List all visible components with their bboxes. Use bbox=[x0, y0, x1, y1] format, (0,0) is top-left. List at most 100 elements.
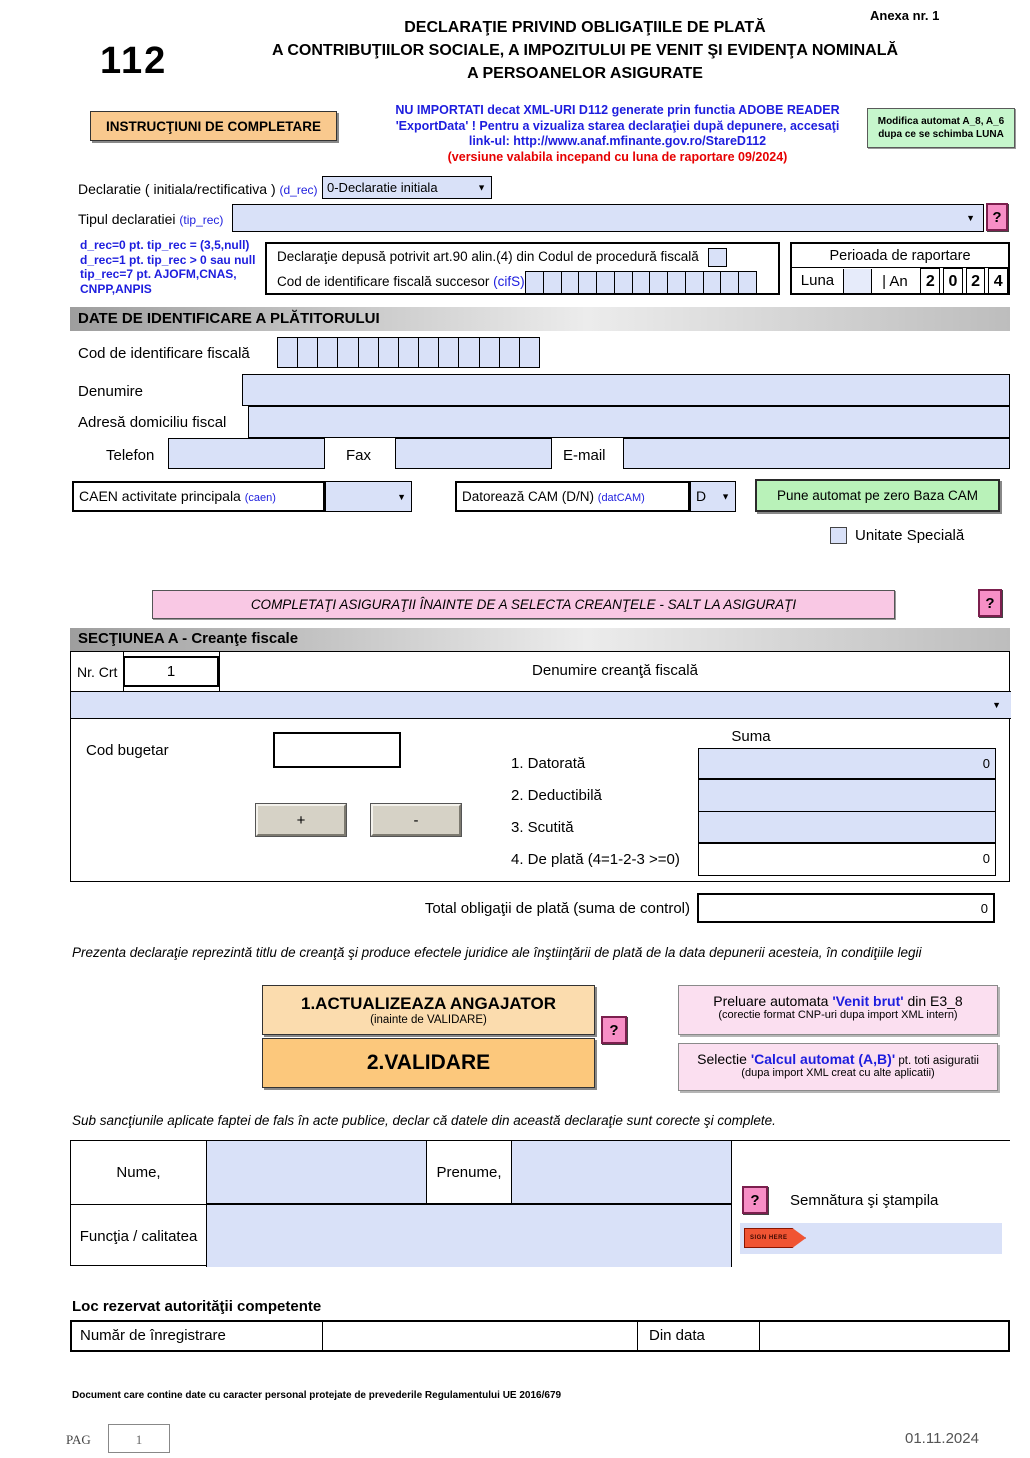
luna-input[interactable] bbox=[843, 269, 873, 293]
selectie-post: pt. toti asiguratii bbox=[895, 1055, 979, 1067]
import-notice-link: link-ul: http://www.anaf.mfinante.gov.ro… bbox=[468, 134, 767, 148]
update-employer-button[interactable]: 1.ACTUALIZEAZA ANGAJATOR (inainte de VAL… bbox=[262, 985, 595, 1035]
suma-scutita-field[interactable] bbox=[698, 812, 996, 844]
fax-field[interactable] bbox=[395, 438, 552, 469]
cif-cells[interactable] bbox=[277, 337, 541, 368]
d-rec-code: (d_rec) bbox=[279, 183, 318, 197]
row1-label: 1. Datorată bbox=[511, 755, 586, 772]
preluare-box[interactable]: Preluare automata 'Venit brut' din E3_8 … bbox=[678, 985, 998, 1035]
preluare-line1: Preluare automata 'Venit brut' din E3_8 bbox=[679, 993, 997, 1009]
tip-rec-dropdown[interactable]: ▼ bbox=[232, 204, 984, 232]
nr-crt-value[interactable]: 1 bbox=[123, 656, 219, 687]
d-rec-notes: d_rec=0 pt. tip_rec = (3,5,null) d_rec=1… bbox=[80, 238, 255, 296]
cifs-code: (cifS) bbox=[493, 274, 525, 289]
page-number-box[interactable]: 1 bbox=[108, 1424, 170, 1453]
total-label: Total obligaţii de plată (suma de contro… bbox=[424, 900, 690, 917]
signature-field[interactable]: SIGN HERE bbox=[740, 1223, 1002, 1254]
signature-table: Nume, Prenume, Funcţia / calitatea ? Sem… bbox=[70, 1140, 1011, 1267]
luna-label: Luna bbox=[792, 269, 844, 293]
datcam-dropdown[interactable]: D ▼ bbox=[690, 481, 736, 512]
preluare-pre: Preluare automata bbox=[713, 993, 833, 1009]
caen-dropdown[interactable]: ▼ bbox=[325, 481, 412, 512]
row4-label: 4. De plată (4=1-2-3 >=0) bbox=[511, 851, 680, 868]
banner-help-button[interactable]: ? bbox=[978, 589, 1002, 617]
art90-checkbox[interactable] bbox=[708, 248, 727, 267]
tip-rec-help-button[interactable]: ? bbox=[986, 203, 1008, 231]
tip-rec-label: Tipul declaratiei (tip_rec) bbox=[78, 211, 223, 227]
legal-text-1: Prezenta declaraţie reprezintă titlu de … bbox=[72, 945, 922, 960]
remove-row-button[interactable]: - bbox=[371, 804, 461, 836]
add-row-button[interactable]: + bbox=[256, 804, 346, 836]
d-rec-dropdown[interactable]: 0-Declaratie initiala ▼ bbox=[322, 176, 492, 199]
selectie-line1: Selectie 'Calcul automat (A,B)' pt. toti… bbox=[679, 1051, 997, 1067]
reporting-period-box: Perioada de raportare Luna | An 2 0 2 4 bbox=[790, 242, 1010, 295]
d-rec-label-text: Declaratie ( initiala/rectificativa ) bbox=[78, 181, 276, 197]
year-digit-1: 2 bbox=[920, 268, 941, 294]
cifs-label-text: Cod de identificare fiscală succesor bbox=[277, 274, 494, 289]
selectie-box[interactable]: Selectie 'Calcul automat (A,B)' pt. toti… bbox=[678, 1043, 998, 1091]
row3-label: 3. Scutită bbox=[511, 819, 574, 836]
instructions-button[interactable]: INSTRUCŢIUNI DE COMPLETARE bbox=[90, 111, 337, 141]
din-data-field[interactable] bbox=[759, 1322, 1008, 1350]
period-title: Perioada de raportare bbox=[792, 244, 1008, 268]
unitate-speciala-checkbox[interactable] bbox=[830, 527, 847, 544]
total-field[interactable]: 0 bbox=[697, 893, 995, 923]
suma-deductibila-field[interactable] bbox=[698, 780, 996, 812]
import-notice-line2: 'ExportData' ! Pentru a vizualiza starea… bbox=[395, 118, 840, 133]
telefon-field[interactable] bbox=[168, 438, 325, 469]
adresa-field[interactable] bbox=[248, 406, 1010, 438]
nr-crt-label: Nr. Crt bbox=[77, 664, 118, 680]
cifs-label: Cod de identificare fiscală succesor (ci… bbox=[277, 274, 525, 289]
datcam-code: (datCAM) bbox=[597, 492, 645, 504]
green-auto-note: Modifica automat A_8, A_6 dupa ce se sch… bbox=[867, 108, 1015, 148]
selectie-link[interactable]: 'Calcul automat (A,B)' bbox=[750, 1051, 896, 1067]
form-title-line2: A CONTRIBUŢIILOR SOCIALE, A IMPOZITULUI … bbox=[271, 42, 899, 59]
suma-datorata-field[interactable]: 0 bbox=[698, 748, 996, 780]
cif-label: Cod de identificare fiscală bbox=[78, 345, 250, 362]
registration-table: Număr de înregistrare Din data bbox=[70, 1320, 1010, 1352]
row2-label: 2. Deductibilă bbox=[511, 787, 602, 804]
denumire-field[interactable] bbox=[242, 374, 1010, 406]
year-digit-3: 2 bbox=[965, 268, 986, 294]
an-label: | An bbox=[882, 272, 908, 290]
section-a-table: Nr. Crt 1 Denumire creanţă fiscală ▼ Cod… bbox=[70, 651, 1011, 882]
nume-field[interactable] bbox=[206, 1141, 426, 1204]
signature-help-button[interactable]: ? bbox=[742, 1186, 768, 1214]
import-notice: NU IMPORTATI decat XML-URI D112 generate… bbox=[380, 103, 855, 165]
d-rec-selected: 0-Declaratie initiala bbox=[327, 180, 438, 195]
sign-here-arrow-icon[interactable]: SIGN HERE bbox=[744, 1228, 806, 1248]
asigurati-banner[interactable]: COMPLETAŢI ASIGURAŢII ÎNAINTE DE A SELEC… bbox=[152, 590, 895, 619]
functia-field[interactable] bbox=[206, 1204, 731, 1267]
datcam-box: Datorează CAM (D/N) (datCAM) bbox=[455, 481, 690, 512]
chevron-down-icon: ▼ bbox=[721, 491, 730, 501]
reserved-area-title: Loc rezervat autorităţii competente bbox=[72, 1298, 322, 1315]
cifs-cells[interactable] bbox=[525, 271, 757, 294]
creanta-dropdown[interactable]: ▼ bbox=[71, 691, 1011, 719]
denumire-creanta-header: Denumire creanţă fiscală bbox=[532, 662, 698, 679]
d-rec-label: Declaratie ( initiala/rectificativa ) (d… bbox=[78, 181, 318, 197]
update-employer-line2: (inainte de VALIDARE) bbox=[370, 1014, 487, 1026]
section-a-header: SECŢIUNEA A - Creanţe fiscale bbox=[70, 628, 1010, 651]
chevron-down-icon: ▼ bbox=[966, 213, 975, 223]
prenume-field[interactable] bbox=[511, 1141, 731, 1204]
suma-de-plata-field[interactable]: 0 bbox=[698, 844, 996, 876]
validate-button[interactable]: 2.VALIDARE bbox=[262, 1038, 595, 1088]
cod-bugetar-field[interactable] bbox=[273, 732, 401, 768]
chevron-down-icon: ▼ bbox=[397, 491, 406, 502]
email-field[interactable] bbox=[623, 438, 1010, 469]
form-title: DECLARAŢIE PRIVIND OBLIGAŢIILE DE PLATĂ … bbox=[160, 16, 1010, 85]
d-rec-note2: d_rec=1 pt. tip_rec > 0 sau null bbox=[80, 252, 256, 267]
zero-cam-button[interactable]: Pune automat pe zero Baza CAM bbox=[755, 479, 1000, 512]
chevron-down-icon: ▼ bbox=[477, 182, 486, 192]
actions-help-button[interactable]: ? bbox=[601, 1016, 627, 1044]
divider bbox=[637, 1322, 638, 1350]
tip-rec-code: (tip_rec) bbox=[179, 213, 224, 227]
sign-here-text: SIGN HERE bbox=[750, 1235, 788, 1241]
numar-inregistrare-field[interactable] bbox=[322, 1322, 637, 1350]
d-rec-note1: d_rec=0 pt. tip_rec = (3,5,null) bbox=[80, 238, 250, 252]
year-digit-2: 0 bbox=[943, 268, 963, 294]
preluare-link[interactable]: 'Venit brut' bbox=[832, 993, 904, 1009]
din-data-label: Din data bbox=[649, 1327, 705, 1344]
telefon-label: Telefon bbox=[106, 447, 155, 464]
